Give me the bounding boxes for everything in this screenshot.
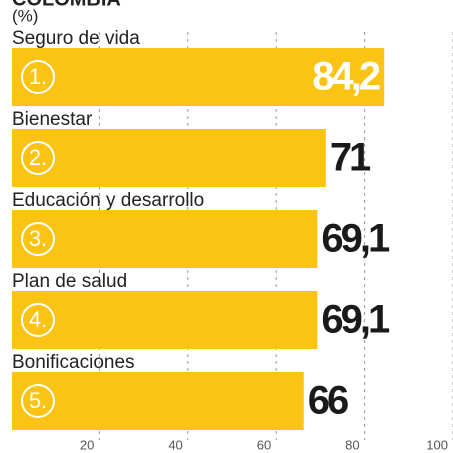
value-label: 66 <box>308 379 348 423</box>
bar <box>12 48 385 106</box>
rank-label: 4. <box>29 307 47 332</box>
rank-circle <box>21 141 55 175</box>
bar <box>12 129 326 187</box>
value-label: 71 <box>330 136 371 180</box>
rank-circle <box>21 384 55 418</box>
bar <box>12 291 318 349</box>
x-tick-label: 100 <box>426 437 448 452</box>
rank-label: 3. <box>29 226 47 251</box>
bar <box>12 372 304 430</box>
chart-title: COLOMBIA <box>12 0 121 10</box>
category-label: Plan de salud <box>12 271 127 292</box>
x-tick-label: 20 <box>80 437 94 452</box>
category-label: Educación y desarrollo <box>12 190 204 211</box>
x-tick-label: 40 <box>168 437 182 452</box>
category-label: Bienestar <box>12 109 93 130</box>
rank-label: 1. <box>29 64 47 89</box>
value-label: 84,2 <box>312 55 380 99</box>
x-tick-label: 60 <box>257 437 271 452</box>
value-label: 69,1 <box>321 217 390 261</box>
rank-circle <box>21 60 55 94</box>
chart-subtitle: (%) <box>12 6 38 25</box>
x-tick-label: 80 <box>345 437 359 452</box>
rank-label: 5. <box>29 388 47 413</box>
value-label: 69,1 <box>321 298 390 342</box>
rank-circle <box>21 222 55 256</box>
rank-circle <box>21 303 55 337</box>
rank-label: 2. <box>29 145 47 170</box>
category-label: Seguro de vida <box>12 28 140 49</box>
category-label: Bonificaciones <box>12 352 135 373</box>
bar <box>12 210 318 268</box>
